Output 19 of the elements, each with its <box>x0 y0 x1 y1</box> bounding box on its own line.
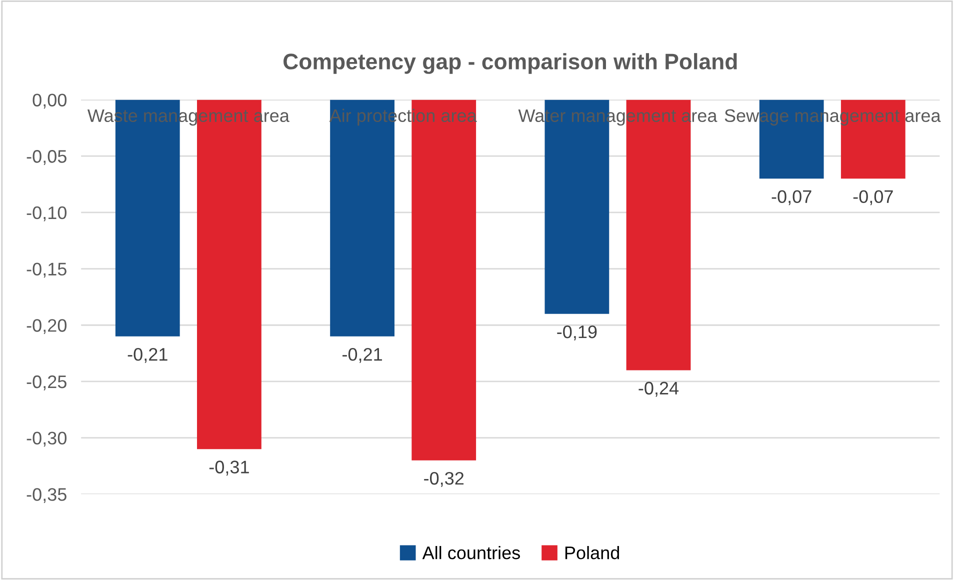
legend-label: Poland <box>565 546 620 560</box>
y-tick-label: -0,05 <box>26 150 66 165</box>
data-label: -0,07 <box>772 190 812 206</box>
data-label: -0,24 <box>638 382 679 397</box>
y-tick-label: -0,20 <box>26 319 66 334</box>
y-tick-label: 0,00 <box>32 94 66 109</box>
legend-label: All countries <box>422 546 520 560</box>
y-tick-label: -0,25 <box>26 375 66 390</box>
y-tick-label: -0,35 <box>26 488 66 504</box>
data-label: -0,21 <box>128 348 168 363</box>
data-label: -0,07 <box>853 190 893 206</box>
y-tick-label: -0,15 <box>26 262 66 278</box>
data-label: -0,32 <box>424 472 464 487</box>
data-label: -0,31 <box>209 460 249 476</box>
data-label: -0,21 <box>342 348 382 363</box>
y-tick-label: -0,10 <box>26 206 66 222</box>
chart-title: Competency gap - comparison with Poland <box>284 53 737 74</box>
y-tick-label: -0,30 <box>26 432 66 447</box>
data-label: -0,19 <box>557 325 597 340</box>
